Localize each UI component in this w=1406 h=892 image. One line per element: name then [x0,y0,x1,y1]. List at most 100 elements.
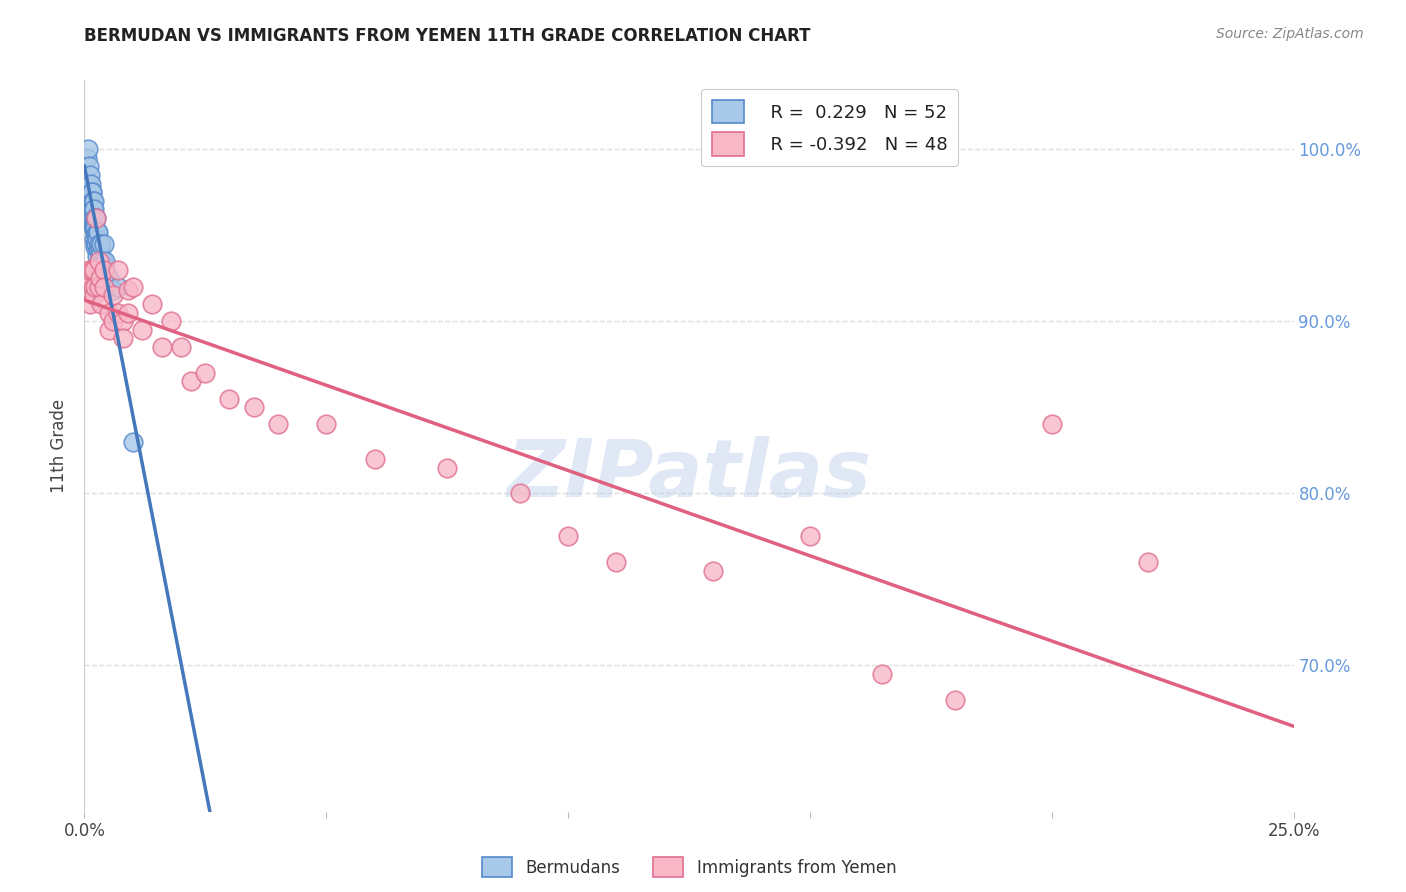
Point [90,236,112,251]
Point [180,375,202,389]
Point [943,693,966,707]
Point [89,242,111,256]
Point [79,185,101,199]
Point [87,225,110,239]
Point [86,225,108,239]
Point [84,228,107,243]
Point [242,401,264,415]
Point [131,323,153,337]
Point [89,271,111,285]
Point [90,259,112,273]
Point [150,340,173,354]
Point [83,214,105,228]
Point [84,236,107,251]
Point [83,225,105,239]
Point [83,211,105,225]
Point [112,331,135,345]
Point [82,219,104,234]
Point [93,262,115,277]
Point [83,194,105,208]
Point [103,288,125,302]
Point [82,194,104,208]
Point [86,249,108,263]
Point [79,168,101,182]
Point [82,185,104,199]
Point [509,486,531,500]
Point [91,254,114,268]
Point [1137,555,1160,569]
Point [605,555,627,569]
Point [557,529,579,543]
Point [93,259,115,273]
Point [103,283,125,297]
Point [799,529,821,543]
Point [90,297,112,311]
Point [93,254,115,268]
Point [84,240,107,254]
Point [107,262,129,277]
Point [117,283,139,297]
Point [103,314,125,328]
Point [83,232,105,246]
Legend: Bermudans, Immigrants from Yemen: Bermudans, Immigrants from Yemen [475,850,903,884]
Point [86,211,108,225]
Point [77,262,100,277]
Point [80,202,103,217]
Point [83,288,105,302]
Point [79,211,101,225]
Point [84,219,107,234]
Point [86,211,108,225]
Point [79,194,101,208]
Point [170,340,193,354]
Point [363,451,385,466]
Point [77,159,100,173]
Point [84,214,107,228]
Point [872,667,894,681]
Point [97,323,120,337]
Point [82,211,104,225]
Point [87,280,110,294]
Point [89,249,111,263]
Text: ZIPatlas: ZIPatlas [506,436,872,515]
Point [83,202,105,217]
Point [82,202,104,217]
Point [436,460,458,475]
Point [80,177,103,191]
Point [86,232,108,246]
Point [121,434,143,449]
Point [87,242,110,256]
Y-axis label: 11th Grade: 11th Grade [51,399,69,493]
Point [76,271,98,285]
Point [107,305,129,319]
Point [93,236,115,251]
Point [121,280,143,294]
Point [80,185,103,199]
Point [86,236,108,251]
Point [84,280,107,294]
Point [87,254,110,268]
Point [80,262,103,277]
Point [87,254,110,268]
Point [76,151,98,165]
Point [97,305,120,319]
Point [77,177,100,191]
Point [112,314,135,328]
Point [160,314,183,328]
Point [702,564,724,578]
Text: BERMUDAN VS IMMIGRANTS FROM YEMEN 11TH GRADE CORRELATION CHART: BERMUDAN VS IMMIGRANTS FROM YEMEN 11TH G… [84,27,811,45]
Point [1040,417,1063,432]
Point [315,417,337,432]
Text: Source: ZipAtlas.com: Source: ZipAtlas.com [1216,27,1364,41]
Point [94,266,117,280]
Point [93,280,115,294]
Point [97,271,120,285]
Point [82,280,104,294]
Point [141,297,163,311]
Point [79,297,101,311]
Point [218,392,240,406]
Point [267,417,290,432]
Point [93,280,115,294]
Point [194,366,217,380]
Point [87,236,110,251]
Point [107,280,129,294]
